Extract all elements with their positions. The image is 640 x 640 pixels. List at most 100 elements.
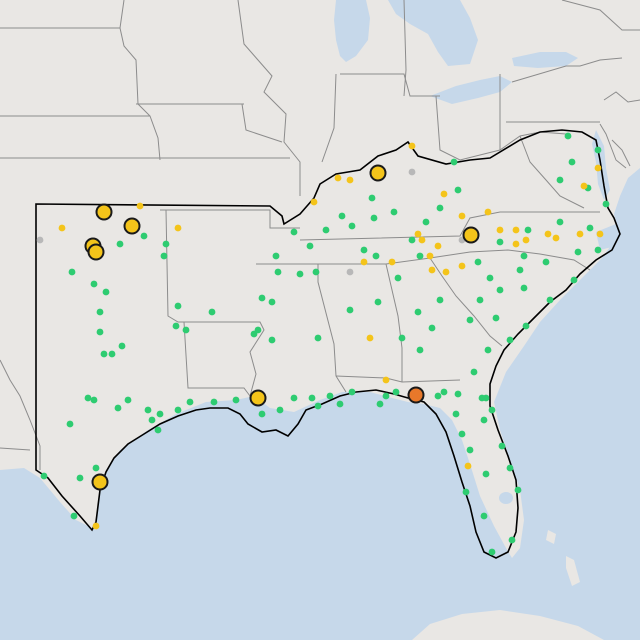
green-point-marker[interactable] — [422, 218, 430, 226]
green-point-marker[interactable] — [76, 474, 84, 482]
green-point-marker[interactable] — [124, 396, 132, 404]
green-point-marker[interactable] — [570, 276, 578, 284]
green-point-marker[interactable] — [96, 308, 104, 316]
orange-large-marker[interactable] — [407, 386, 425, 404]
green-point-marker[interactable] — [436, 296, 444, 304]
green-point-marker[interactable] — [182, 326, 190, 334]
green-point-marker[interactable] — [290, 394, 298, 402]
green-point-marker[interactable] — [268, 336, 276, 344]
yellow-point-marker[interactable] — [428, 266, 436, 274]
green-point-marker[interactable] — [274, 268, 282, 276]
green-point-marker[interactable] — [508, 536, 516, 544]
yellow-point-marker[interactable] — [512, 240, 520, 248]
green-point-marker[interactable] — [568, 158, 576, 166]
yellow-large-marker[interactable] — [369, 164, 387, 182]
green-point-marker[interactable] — [144, 406, 152, 414]
green-point-marker[interactable] — [90, 280, 98, 288]
yellow-point-marker[interactable] — [596, 230, 604, 238]
green-point-marker[interactable] — [154, 426, 162, 434]
green-point-marker[interactable] — [482, 394, 490, 402]
green-point-marker[interactable] — [348, 388, 356, 396]
yellow-large-marker[interactable] — [249, 389, 267, 407]
green-point-marker[interactable] — [556, 218, 564, 226]
green-point-marker[interactable] — [376, 400, 384, 408]
green-point-marker[interactable] — [268, 298, 276, 306]
yellow-point-marker[interactable] — [512, 226, 520, 234]
green-point-marker[interactable] — [172, 322, 180, 330]
green-point-marker[interactable] — [542, 258, 550, 266]
yellow-point-marker[interactable] — [458, 212, 466, 220]
yellow-large-marker[interactable] — [87, 243, 105, 261]
green-point-marker[interactable] — [458, 430, 466, 438]
green-point-marker[interactable] — [392, 388, 400, 396]
green-point-marker[interactable] — [440, 388, 448, 396]
green-point-marker[interactable] — [486, 274, 494, 282]
green-point-marker[interactable] — [414, 308, 422, 316]
green-point-marker[interactable] — [92, 464, 100, 472]
green-point-marker[interactable] — [276, 406, 284, 414]
green-point-marker[interactable] — [156, 410, 164, 418]
yellow-point-marker[interactable] — [408, 142, 416, 150]
green-point-marker[interactable] — [390, 208, 398, 216]
green-point-marker[interactable] — [160, 252, 168, 260]
green-point-marker[interactable] — [314, 334, 322, 342]
green-point-marker[interactable] — [436, 204, 444, 212]
yellow-point-marker[interactable] — [346, 176, 354, 184]
green-point-marker[interactable] — [346, 306, 354, 314]
green-point-marker[interactable] — [454, 186, 462, 194]
green-point-marker[interactable] — [116, 240, 124, 248]
green-point-marker[interactable] — [450, 158, 458, 166]
yellow-large-marker[interactable] — [91, 473, 109, 491]
green-point-marker[interactable] — [466, 446, 474, 454]
yellow-point-marker[interactable] — [360, 258, 368, 266]
green-point-marker[interactable] — [398, 334, 406, 342]
green-point-marker[interactable] — [314, 402, 322, 410]
green-point-marker[interactable] — [140, 232, 148, 240]
green-point-marker[interactable] — [602, 200, 610, 208]
yellow-point-marker[interactable] — [310, 198, 318, 206]
green-point-marker[interactable] — [498, 442, 506, 450]
green-point-marker[interactable] — [118, 342, 126, 350]
yellow-point-marker[interactable] — [440, 190, 448, 198]
yellow-point-marker[interactable] — [522, 236, 530, 244]
yellow-point-marker[interactable] — [580, 182, 588, 190]
green-point-marker[interactable] — [488, 406, 496, 414]
green-point-marker[interactable] — [470, 368, 478, 376]
green-point-marker[interactable] — [382, 392, 390, 400]
green-point-marker[interactable] — [90, 396, 98, 404]
green-point-marker[interactable] — [474, 258, 482, 266]
green-point-marker[interactable] — [492, 314, 500, 322]
gray-point-marker[interactable] — [408, 168, 416, 176]
green-point-marker[interactable] — [186, 398, 194, 406]
green-point-marker[interactable] — [66, 420, 74, 428]
green-point-marker[interactable] — [374, 298, 382, 306]
yellow-point-marker[interactable] — [388, 258, 396, 266]
yellow-large-marker[interactable] — [95, 203, 113, 221]
green-point-marker[interactable] — [506, 464, 514, 472]
green-point-marker[interactable] — [514, 486, 522, 494]
green-point-marker[interactable] — [162, 240, 170, 248]
yellow-point-marker[interactable] — [174, 224, 182, 232]
green-point-marker[interactable] — [100, 350, 108, 358]
yellow-point-marker[interactable] — [382, 376, 390, 384]
green-point-marker[interactable] — [524, 226, 532, 234]
green-point-marker[interactable] — [348, 222, 356, 230]
green-point-marker[interactable] — [210, 398, 218, 406]
yellow-point-marker[interactable] — [484, 208, 492, 216]
green-point-marker[interactable] — [586, 224, 594, 232]
green-point-marker[interactable] — [496, 286, 504, 294]
green-point-marker[interactable] — [258, 294, 266, 302]
yellow-point-marker[interactable] — [366, 334, 374, 342]
green-point-marker[interactable] — [556, 176, 564, 184]
green-point-marker[interactable] — [370, 214, 378, 222]
green-point-marker[interactable] — [522, 322, 530, 330]
yellow-large-marker[interactable] — [462, 226, 480, 244]
green-point-marker[interactable] — [452, 410, 460, 418]
green-point-marker[interactable] — [258, 410, 266, 418]
green-point-marker[interactable] — [306, 242, 314, 250]
green-point-marker[interactable] — [594, 146, 602, 154]
green-point-marker[interactable] — [564, 132, 572, 140]
green-point-marker[interactable] — [96, 328, 104, 336]
